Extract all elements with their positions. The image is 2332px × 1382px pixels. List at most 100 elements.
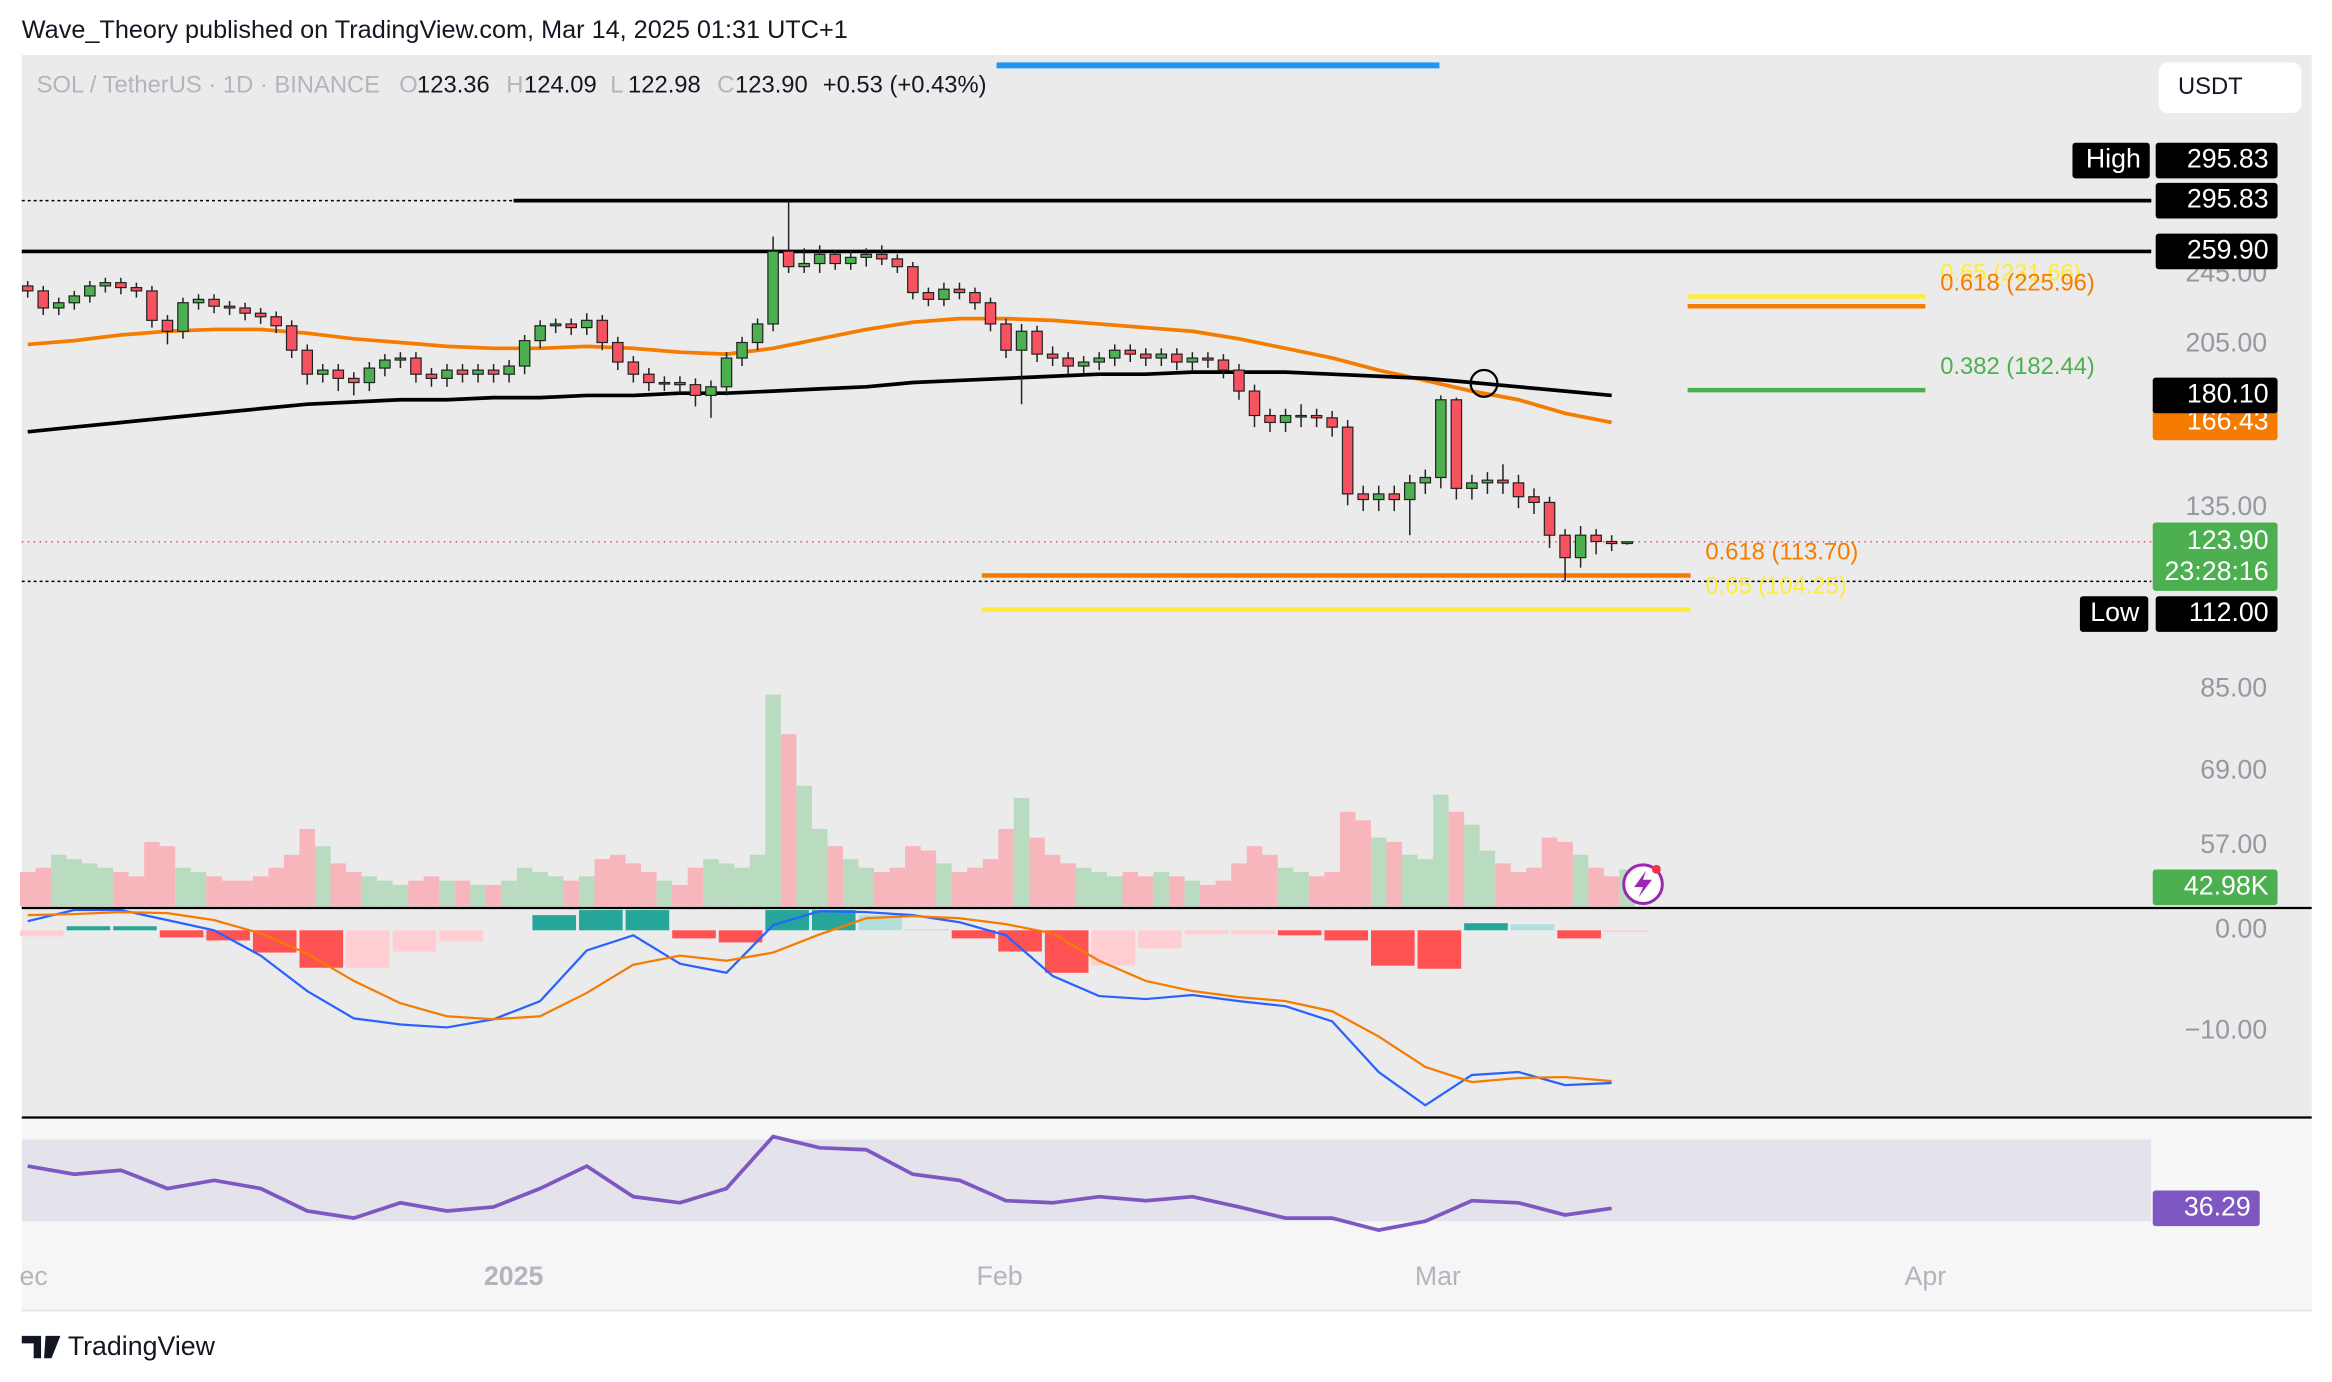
macd-histogram-bar bbox=[66, 926, 111, 931]
candle-body bbox=[316, 369, 329, 375]
macd-histogram-bar bbox=[1510, 924, 1555, 931]
candle-body bbox=[580, 319, 593, 329]
volume-bar bbox=[1013, 797, 1030, 907]
volume-bar bbox=[190, 872, 207, 907]
candle-body bbox=[1310, 414, 1323, 419]
candle-body bbox=[565, 323, 578, 329]
footer-logo-icon bbox=[21, 1335, 61, 1359]
candle-body bbox=[1326, 417, 1338, 428]
volume-bar bbox=[237, 880, 253, 907]
candle-body bbox=[192, 298, 205, 304]
volume-bar bbox=[625, 863, 642, 907]
currency-button-label[interactable]: USDT bbox=[2178, 73, 2243, 100]
macd-histogram-bar bbox=[159, 930, 204, 938]
macd-histogram-bar bbox=[1557, 930, 1601, 939]
macd-tick-label: −10.00 bbox=[2185, 1015, 2268, 1045]
candle-body bbox=[68, 295, 81, 304]
volume-bar bbox=[516, 867, 533, 907]
candle-body bbox=[1403, 482, 1416, 501]
fib-label: 0.618 (225.96) bbox=[1940, 269, 2095, 296]
candle-body bbox=[813, 253, 826, 265]
volume-bar bbox=[268, 867, 284, 907]
volume-bar bbox=[1215, 880, 1232, 907]
volume-bar bbox=[175, 867, 191, 907]
volume-bar bbox=[998, 828, 1014, 907]
y-tick-label: 85.00 bbox=[2200, 673, 2267, 703]
volume-bar bbox=[1324, 872, 1340, 907]
volume-bar bbox=[687, 867, 704, 907]
volume-bar bbox=[283, 854, 300, 907]
volume-bar bbox=[656, 880, 673, 907]
rsi-band bbox=[21, 1139, 2152, 1222]
volume-bar bbox=[718, 863, 735, 907]
candle-body bbox=[1233, 369, 1245, 392]
candle-body bbox=[254, 312, 267, 318]
candle-body bbox=[984, 302, 997, 325]
volume-bar bbox=[1386, 841, 1403, 907]
candle-body bbox=[1202, 357, 1214, 361]
candle-body bbox=[1031, 330, 1043, 355]
candle-body bbox=[1357, 493, 1369, 501]
volume-bar bbox=[905, 846, 921, 907]
volume-bar bbox=[967, 867, 983, 907]
candle-body bbox=[161, 319, 174, 332]
volume-bar bbox=[532, 872, 548, 907]
volume-bar bbox=[1557, 841, 1573, 907]
circle-annotation bbox=[1469, 368, 1499, 398]
candle-body bbox=[1264, 414, 1276, 424]
volume-bar bbox=[889, 867, 906, 907]
candle-body bbox=[270, 316, 282, 327]
x-tick-label: 2025 bbox=[484, 1261, 544, 1291]
volume-bar bbox=[408, 880, 424, 907]
candle-body bbox=[1155, 353, 1168, 359]
macd-histogram-bar bbox=[579, 910, 623, 931]
candle-body bbox=[643, 373, 655, 384]
volume-bar bbox=[563, 880, 579, 907]
candle-body bbox=[1559, 534, 1571, 559]
candle-body bbox=[348, 377, 360, 384]
volume-bar bbox=[361, 876, 378, 907]
candle-body bbox=[751, 323, 764, 344]
currency-button[interactable] bbox=[2158, 62, 2302, 113]
candle-body bbox=[487, 369, 500, 375]
volume-bar bbox=[1044, 854, 1061, 907]
volume-bar bbox=[454, 880, 471, 907]
volume-bar bbox=[1603, 876, 1620, 907]
rsi-line bbox=[27, 1134, 1612, 1233]
volume-bar bbox=[1122, 872, 1139, 907]
fib-label: 0.65 (104.25) bbox=[1705, 572, 1846, 599]
candle-body bbox=[394, 357, 407, 361]
level-name: Low bbox=[2090, 597, 2140, 627]
candle-body bbox=[425, 373, 438, 379]
candle-body bbox=[782, 250, 795, 268]
candle-body bbox=[1466, 482, 1478, 489]
level-label: 259.90 bbox=[2187, 234, 2269, 264]
moving-average bbox=[27, 370, 1612, 434]
x-tick-label: Apr bbox=[1905, 1261, 1947, 1291]
macd-histogram-bar bbox=[1044, 930, 1089, 973]
candle-body bbox=[534, 325, 546, 342]
macd-histogram-bar bbox=[392, 930, 437, 952]
volume-bar bbox=[1262, 854, 1278, 907]
volume-bar bbox=[221, 880, 238, 907]
candle-body bbox=[208, 298, 220, 307]
level-label-box bbox=[2155, 596, 2278, 632]
candle-body bbox=[969, 291, 981, 304]
candle-body bbox=[736, 341, 748, 359]
candle-body bbox=[379, 359, 391, 369]
volume-bar bbox=[1402, 854, 1418, 907]
legend-key: H bbox=[506, 71, 523, 98]
candle-body bbox=[1419, 476, 1432, 484]
alert-icon bbox=[1622, 863, 1664, 905]
candle-body bbox=[503, 365, 515, 375]
volume-bar bbox=[1106, 876, 1123, 907]
macd-histogram-bar bbox=[1464, 923, 1508, 931]
volume-bar bbox=[97, 867, 114, 907]
volume-bar bbox=[299, 828, 315, 907]
candle-body bbox=[1543, 501, 1556, 536]
volume-bar bbox=[936, 863, 952, 907]
candle-body bbox=[1217, 359, 1230, 371]
volume-bar bbox=[1138, 876, 1154, 907]
level-label: 112.00 bbox=[2189, 597, 2269, 627]
